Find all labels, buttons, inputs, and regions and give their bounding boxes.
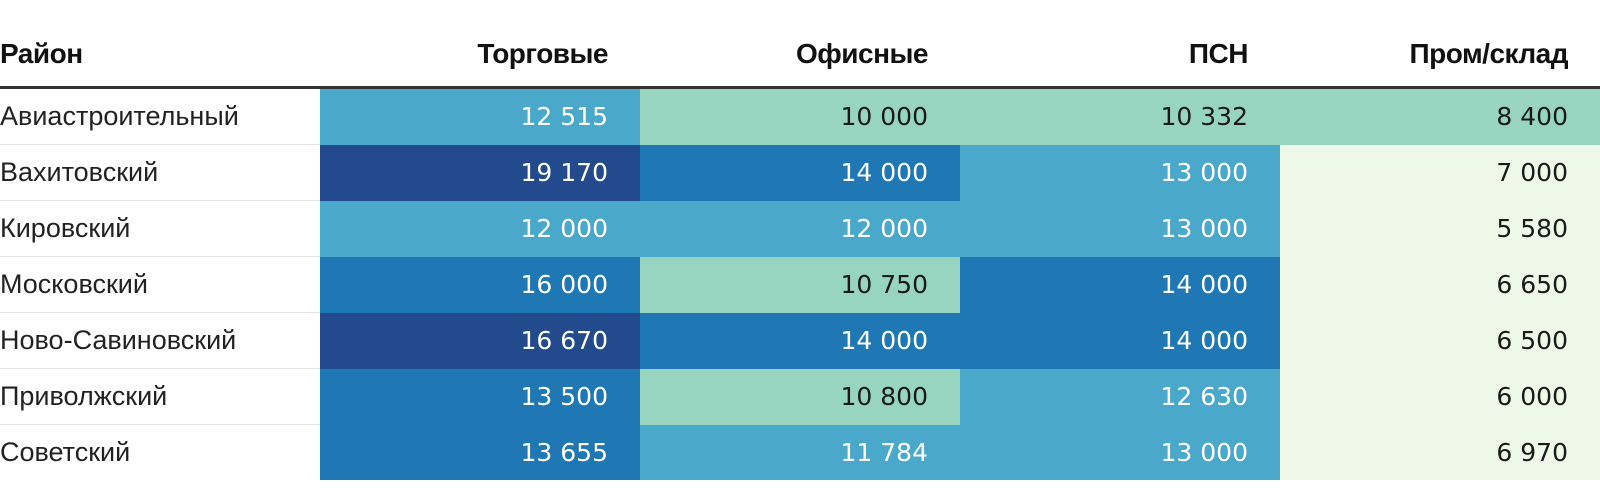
- heat-cell: 10 800: [640, 368, 960, 425]
- table-row: Вахитовский 19 170 14 000 13 000 7 000: [0, 144, 1600, 201]
- heat-cell: 6 650: [1280, 256, 1600, 313]
- heat-cell: 8 400: [1280, 87, 1600, 145]
- table-row: Московский 16 000 10 750 14 000 6 650: [0, 256, 1600, 313]
- column-header: Район: [0, 22, 320, 89]
- district-name: Советский: [0, 437, 131, 467]
- heat-cell: 5 580: [1280, 200, 1600, 257]
- district-name: Вахитовский: [0, 144, 320, 201]
- heat-cell: 13 000: [960, 200, 1280, 257]
- district-name: Кировский: [0, 200, 320, 257]
- table-row: Авиастроительный 12 515 10 000 10 332 8 400: [0, 87, 1600, 145]
- district-name: Приволжский: [0, 368, 320, 425]
- heat-cell: 14 000: [960, 312, 1280, 369]
- table-row: Ново-Савиновский 16 670 14 000 14 000 6 500: [0, 312, 1600, 369]
- heat-cell: 10 332: [960, 87, 1280, 145]
- heat-cell: 6 500: [1280, 312, 1600, 369]
- heat-cell: 16 000: [320, 256, 640, 313]
- column-header: ПСН: [960, 22, 1280, 89]
- district-name: Ново-Савиновский: [0, 312, 320, 369]
- heat-cell: 16 670: [320, 312, 640, 369]
- heat-cell: 14 000: [960, 256, 1280, 313]
- heat-cell: 13 000: [960, 144, 1280, 201]
- heat-cell: 13 500: [320, 368, 640, 425]
- table-row: Кировский 12 000 12 000 13 000 5 580: [0, 200, 1600, 257]
- heat-cell: 6 970: [1280, 424, 1600, 480]
- header-row: Район Торговые Офисные ПСН Пром/склад: [0, 22, 1600, 89]
- heat-cell: 6 000: [1280, 368, 1600, 425]
- table-row: Советский 13 655 11 784 13 000 6 970: [0, 424, 1600, 480]
- column-header: Офисные: [640, 22, 960, 89]
- heat-cell: 14 000: [640, 312, 960, 369]
- heat-cell: 10 750: [640, 256, 960, 313]
- district-name: Московский: [0, 256, 320, 313]
- column-header: Пром/склад: [1280, 22, 1600, 89]
- table-row: Приволжский 13 500 10 800 12 630 6 000: [0, 368, 1600, 425]
- district-name: Авиастроительный: [0, 87, 320, 145]
- heat-cell: 12 515: [320, 87, 640, 145]
- heat-cell: 14 000: [640, 144, 960, 201]
- heat-cell: 10 000: [640, 87, 960, 145]
- heat-cell: 13 000: [960, 424, 1280, 480]
- heatmap-table: Район Торговые Офисные ПСН Пром/склад Ав…: [0, 22, 1600, 480]
- heat-cell: 12 000: [320, 200, 640, 257]
- table-body: Авиастроительный 12 515 10 000 10 332 8 400 В…: [0, 87, 1600, 480]
- heat-cell: 19 170: [320, 144, 640, 201]
- heat-cell: 13 655: [320, 424, 640, 480]
- heat-cell: 12 630: [960, 368, 1280, 425]
- column-header: Торговые: [320, 22, 640, 89]
- heat-cell: 12 000: [640, 200, 960, 257]
- heat-cell: 7 000: [1280, 144, 1600, 201]
- heat-cell: 11 784: [640, 424, 960, 480]
